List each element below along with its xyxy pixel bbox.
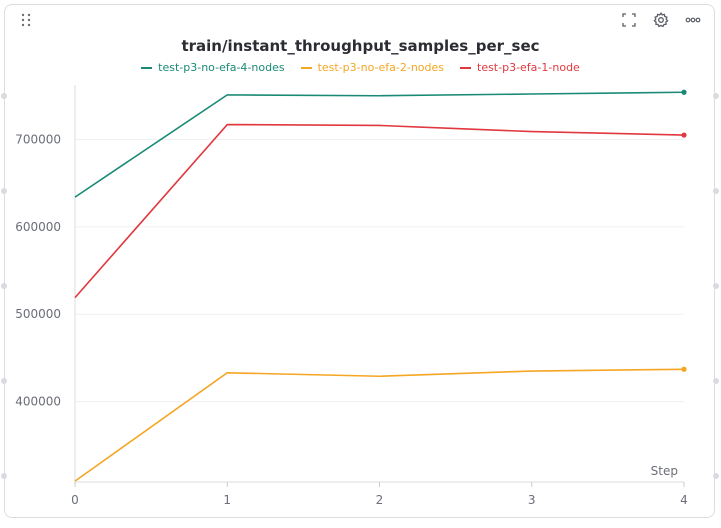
more-horizontal-icon[interactable]	[683, 10, 703, 30]
resize-handle[interactable]	[713, 188, 719, 194]
series-line	[74, 123, 685, 299]
legend-label: test-p3-no-efa-4-nodes	[158, 61, 285, 74]
resize-handle[interactable]	[1, 93, 7, 99]
legend-swatch	[141, 66, 153, 69]
legend-label: test-p3-efa-1-node	[477, 61, 580, 74]
resize-handle[interactable]	[713, 473, 719, 479]
series-end-point	[681, 132, 687, 138]
legend-swatch	[300, 66, 312, 69]
chart-legend: test-p3-no-efa-4-nodes test-p3-no-efa-2-…	[0, 61, 721, 74]
x-axis-title: Step	[651, 464, 678, 478]
y-tick-label: 400000	[15, 395, 61, 409]
y-tick-label: 700000	[15, 132, 61, 146]
legend-item[interactable]: test-p3-no-efa-2-nodes	[300, 61, 444, 74]
drag-grip-icon[interactable]	[20, 13, 34, 27]
series-line	[74, 91, 685, 198]
resize-handle[interactable]	[1, 188, 7, 194]
y-tick-label: 500000	[15, 307, 61, 321]
x-tick-label: 4	[680, 493, 688, 507]
chart-title: train/instant_throughput_samples_per_sec	[181, 37, 540, 55]
series-end-point	[681, 89, 687, 95]
resize-handle[interactable]	[713, 283, 719, 289]
series-end-point	[681, 366, 687, 372]
gear-icon[interactable]	[651, 10, 671, 30]
legend-label: test-p3-no-efa-2-nodes	[317, 61, 444, 74]
legend-swatch	[460, 66, 471, 69]
legend-item[interactable]: test-p3-efa-1-node	[460, 61, 580, 74]
y-tick-label: 600000	[15, 220, 61, 234]
resize-handle[interactable]	[713, 378, 719, 384]
resize-handle[interactable]	[1, 473, 7, 479]
chart-panel	[4, 4, 715, 518]
x-tick-label: 3	[528, 493, 536, 507]
x-tick-label: 0	[71, 493, 79, 507]
x-tick-label: 2	[376, 493, 384, 507]
x-tick-label: 1	[223, 493, 231, 507]
fullscreen-icon[interactable]	[619, 10, 639, 30]
resize-handle[interactable]	[1, 283, 7, 289]
resize-handle[interactable]	[713, 93, 719, 99]
resize-handle[interactable]	[1, 378, 7, 384]
series-line	[74, 368, 685, 482]
legend-item[interactable]: test-p3-no-efa-4-nodes	[141, 61, 285, 74]
